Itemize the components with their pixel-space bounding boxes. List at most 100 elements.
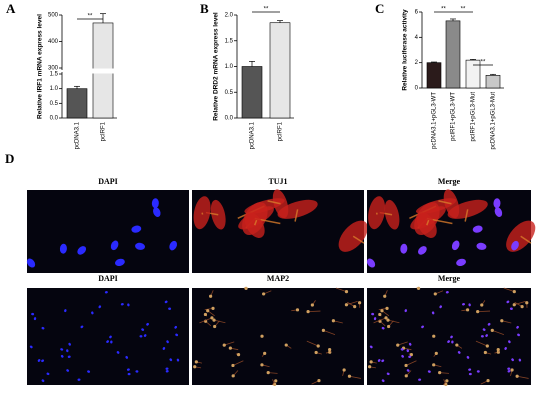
cell-body [306, 309, 310, 314]
cell-body [500, 319, 504, 323]
cell-body [316, 344, 320, 348]
cell-body [476, 309, 480, 314]
x-tick-label: pcIRF1+pGL3-Mut [471, 92, 477, 142]
nucleus [466, 355, 470, 359]
axis-break [92, 68, 114, 74]
x-tick-label: pcIRF1 [278, 121, 284, 141]
cell-body [512, 289, 516, 294]
nucleus [418, 378, 422, 381]
cell-body [496, 348, 500, 352]
panel-label: C [375, 1, 384, 16]
x-tick-label: pcIRF1 [101, 121, 107, 141]
nucleus [66, 369, 70, 372]
cell-body [378, 312, 382, 317]
cell-body [321, 328, 325, 332]
nucleus [381, 326, 385, 330]
neurite [352, 235, 365, 244]
cell-body [328, 348, 332, 352]
x-tick-label: pcDNA3.1+pGL3-WT [432, 92, 438, 149]
nucleus [457, 351, 461, 354]
cell-body [266, 370, 270, 375]
image-background [367, 288, 531, 385]
nucleus [507, 367, 511, 370]
nucleus [131, 225, 142, 233]
cell-body [274, 379, 278, 383]
cell-body [384, 316, 388, 320]
nucleus [468, 368, 472, 371]
nucleus [165, 370, 169, 373]
cell-body [342, 368, 346, 372]
nucleus [408, 355, 412, 359]
y-tick-label: 1.5 [50, 72, 59, 78]
cell-body [404, 363, 408, 368]
neurite [373, 317, 387, 324]
nucleus [366, 258, 376, 268]
nucleus [381, 379, 385, 382]
y-tick-label: 1.5 [225, 38, 234, 44]
nucleus [106, 340, 109, 343]
nucleus [46, 372, 50, 376]
cell-body [433, 292, 437, 296]
cell-body [203, 312, 208, 317]
y-tick-label: 2 [415, 60, 419, 66]
panel-label: A [6, 1, 16, 16]
nucleus [451, 240, 460, 251]
cell-body [194, 360, 198, 364]
y-tick-label: 400 [48, 39, 59, 45]
nucleus [480, 335, 484, 338]
y-tick-label: 0.5 [225, 90, 234, 96]
nucleus [127, 372, 131, 376]
cell-body [445, 379, 449, 383]
neurite [438, 200, 452, 205]
nucleus [451, 340, 454, 344]
significance-label: ** [88, 14, 93, 20]
nucleus [59, 243, 67, 254]
y-tick-label: 500 [48, 13, 59, 19]
cell-body [385, 306, 389, 310]
neurite [514, 300, 526, 306]
nucleus [421, 325, 424, 329]
y-tick-label: 2.0 [225, 13, 234, 19]
cell-body [353, 305, 357, 309]
micrograph [366, 189, 536, 273]
nucleus [126, 368, 130, 371]
cell-body [331, 319, 335, 323]
nucleus [91, 311, 94, 315]
neurite [306, 340, 319, 347]
cell-body [525, 301, 529, 305]
nucleus [406, 349, 409, 353]
neurite [253, 219, 258, 226]
nucleus [164, 300, 168, 304]
neurite [201, 212, 204, 215]
nucleus [516, 325, 519, 329]
nucleus [401, 354, 404, 358]
nucleus [450, 335, 453, 339]
nucleus [371, 312, 375, 316]
cell-body [432, 363, 436, 367]
x-tick-label: pcIRF1+pGL3-WT [451, 92, 457, 141]
nucleus [139, 335, 143, 338]
nucleus [427, 370, 431, 373]
nucleus [418, 246, 427, 255]
cell-body [512, 303, 516, 307]
cell-body [222, 343, 226, 347]
nucleus [60, 348, 64, 351]
nucleus [77, 378, 81, 381]
cell-body [520, 305, 524, 309]
cell-body [209, 294, 213, 298]
cell-body [387, 324, 391, 329]
nucleus [175, 333, 179, 337]
cell-body [483, 350, 487, 355]
cell-body [317, 379, 321, 383]
bar [426, 62, 442, 89]
nucleus [482, 328, 486, 331]
cell-body [485, 344, 489, 348]
nucleus [37, 359, 41, 362]
nucleus [116, 351, 120, 354]
cell-body [380, 309, 384, 313]
nucleus [31, 312, 35, 316]
nucleus [176, 358, 180, 362]
nucleus [400, 243, 408, 254]
nucleus [104, 291, 108, 294]
cell-body [386, 318, 390, 322]
